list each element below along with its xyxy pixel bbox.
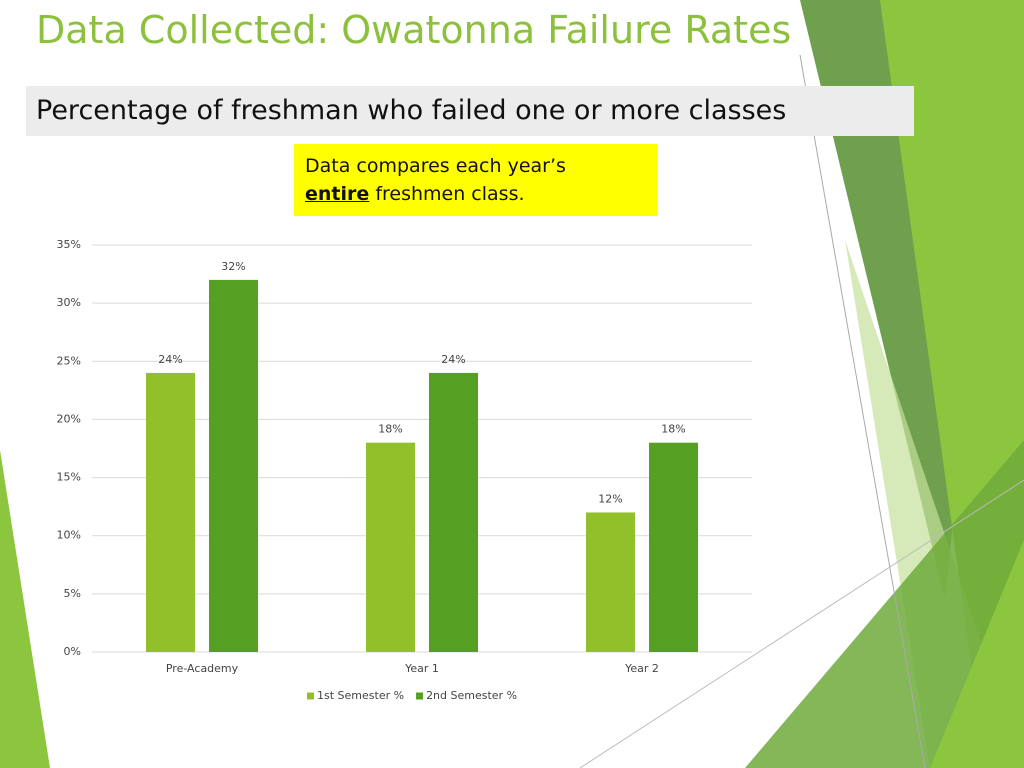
y-tick-label: 35% [57,238,81,251]
y-tick-label: 5% [64,587,81,600]
note-text: freshmen class. [375,183,525,205]
x-tick-label: Year 2 [624,662,659,675]
bar [366,442,415,652]
subtitle: Percentage of freshman who failed one or… [26,86,914,136]
data-label: 24% [441,353,465,366]
bar [209,279,258,652]
bar [146,372,195,652]
slide-title: Data Collected: Owatonna Failure Rates [36,8,792,52]
bar [649,442,698,652]
y-tick-label: 20% [57,412,81,425]
legend-label: 1st Semester % [317,689,404,702]
y-tick-label: 15% [57,471,81,484]
note-emphasis: entire [305,183,370,205]
legend-swatch [307,692,314,700]
data-label: 32% [221,260,245,273]
bar [586,512,635,652]
y-tick-label: 30% [57,296,81,309]
legend-label: 2nd Semester % [426,689,517,702]
data-label: 12% [598,492,622,505]
y-tick-label: 0% [64,645,81,658]
note-line: entire freshmen class. [305,180,657,208]
y-tick-label: 25% [57,354,81,367]
x-tick-label: Pre-Academy [166,662,239,675]
data-label: 18% [661,423,685,436]
x-tick-label: Year 1 [404,662,439,675]
legend-swatch [416,692,424,700]
note: Data compares each year’s entire freshme… [294,144,657,216]
data-label: 24% [158,353,182,366]
note-line: Data compares each year’s [305,155,566,177]
data-label: 18% [378,423,402,436]
y-tick-label: 10% [57,529,81,542]
bar [429,372,478,652]
